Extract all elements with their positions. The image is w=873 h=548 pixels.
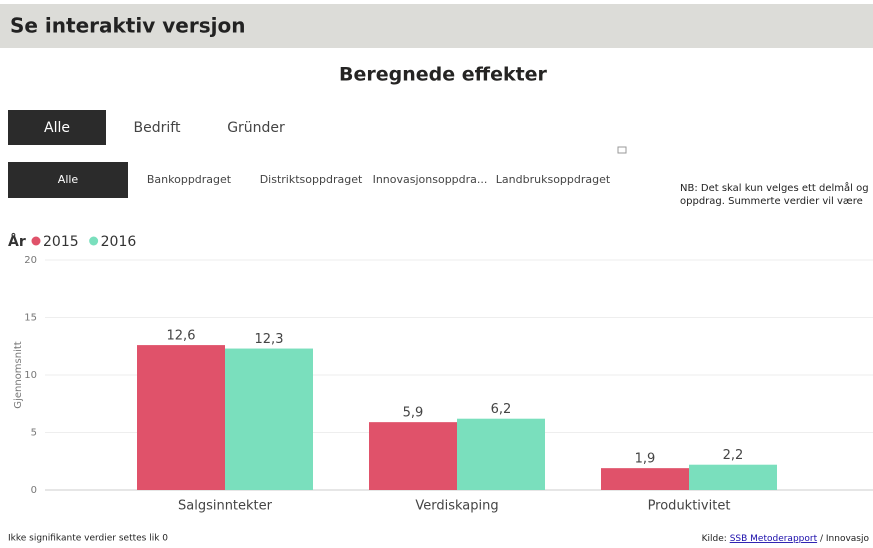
filter-button-selected[interactable] (8, 110, 106, 145)
bar (369, 422, 457, 490)
legend-marker (31, 236, 41, 246)
filter-label[interactable]: Distriktsoppdraget (260, 173, 363, 186)
filter-label[interactable]: Innovasjonsoppdra... (373, 173, 488, 186)
source-prefix: Kilde: (702, 534, 727, 544)
value-label: 12,3 (255, 332, 284, 347)
y-axis-label: Gjennomsnitt (13, 341, 24, 408)
note-box: NB: Det skal kun velges ett delmål og op… (680, 183, 869, 207)
filter-label[interactable]: Gründer (227, 120, 285, 136)
y-tick-label: 10 (24, 370, 37, 381)
legend-label: 2015 (43, 234, 79, 250)
x-tick-label: Salgsinntekter (178, 499, 273, 514)
note: NB: Det skal kun velges ett delmål og op… (680, 183, 869, 207)
legend-title: År (8, 233, 26, 250)
y-tick-label: 5 (31, 428, 37, 439)
bar (457, 418, 545, 490)
x-tick-label: Verdiskaping (415, 499, 498, 514)
source-link[interactable]: SSB Metoderapport (730, 534, 818, 544)
y-tick-label: 20 (24, 255, 37, 266)
legend-label: 2016 (101, 234, 137, 250)
source-suffix: / Innovasjo (820, 534, 869, 544)
bar (137, 345, 225, 490)
value-label: 12,6 (167, 329, 196, 344)
footer-note: Ikke signifikante verdier settes lik 0 (8, 534, 168, 544)
filter-label[interactable]: Bedrift (134, 120, 181, 136)
header-title[interactable]: Se interaktiv versjon (10, 14, 245, 38)
bar (601, 468, 689, 490)
value-label: 5,9 (403, 406, 424, 421)
footer-source: Kilde: SSB Metoderapport / Innovasjo (702, 534, 870, 544)
y-tick-label: 0 (31, 485, 37, 496)
bar (689, 464, 777, 490)
filter-label[interactable]: Bankoppdraget (147, 173, 232, 186)
filter-button-selected[interactable] (8, 162, 128, 198)
y-tick-label: 15 (24, 313, 37, 324)
filter-label[interactable]: Alle (44, 120, 70, 136)
value-label: 2,2 (723, 448, 744, 463)
header-bar (0, 4, 873, 48)
value-label: 1,9 (635, 452, 656, 467)
filter-label[interactable]: Alle (58, 173, 79, 186)
bar (225, 348, 313, 490)
chart-title: Beregnede effekter (339, 64, 548, 86)
x-tick-label: Produktivitet (648, 499, 731, 514)
legend-marker (89, 236, 99, 246)
filter-label[interactable]: Landbruksoppdraget (496, 173, 611, 186)
icon[interactable] (617, 146, 627, 154)
value-label: 6,2 (491, 402, 512, 417)
